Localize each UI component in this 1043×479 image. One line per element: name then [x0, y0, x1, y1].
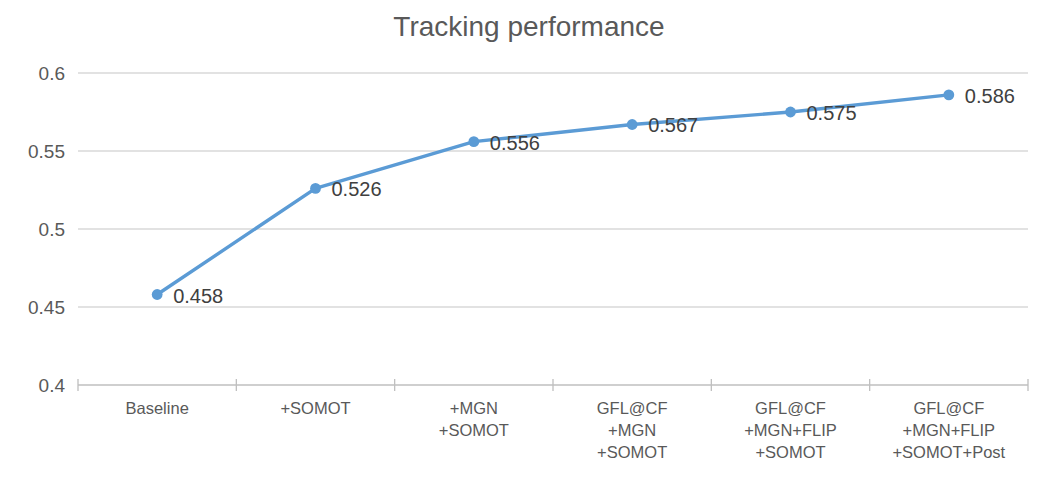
chart-plot-area: 0.4 0.45 0.5 0.55 0.6 Baseline +SOMOT +MGN+SOMO…: [0, 0, 1043, 479]
data-point-label: 0.526: [332, 178, 382, 200]
data-point-marker: [627, 119, 638, 130]
line-chart: Tracking performance 0.40.450.50.550.6Ba…: [0, 0, 1043, 479]
y-tick-label: 0.4: [39, 375, 66, 396]
data-point-marker: [152, 289, 163, 300]
y-tick-label: 0.55: [28, 141, 65, 162]
data-point-label: 0.556: [490, 132, 540, 154]
x-category-label: GFL@CF+MGN+SOMOT: [597, 399, 668, 461]
data-point-marker: [785, 107, 796, 118]
data-point-marker: [310, 183, 321, 194]
y-tick-label: 0.6: [39, 63, 65, 84]
data-point-marker: [468, 136, 479, 147]
data-point-label: 0.567: [648, 114, 698, 136]
data-point-marker: [943, 89, 954, 100]
x-category-label: GFL@CF+MGN+FLIP+SOMOT+Post: [892, 399, 1005, 461]
x-category-label: +SOMOT: [280, 399, 350, 417]
series-line: [157, 95, 949, 295]
data-point-label: 0.575: [807, 102, 857, 124]
y-tick-label: 0.5: [39, 219, 65, 240]
data-point-label: 0.586: [965, 85, 1015, 107]
y-tick-label: 0.45: [28, 297, 65, 318]
x-category-label: Baseline: [126, 399, 189, 417]
data-point-label: 0.458: [173, 285, 223, 307]
x-category-label: GFL@CF+MGN+FLIP+SOMOT: [744, 399, 837, 461]
x-category-label: +MGN+SOMOT: [439, 399, 509, 439]
